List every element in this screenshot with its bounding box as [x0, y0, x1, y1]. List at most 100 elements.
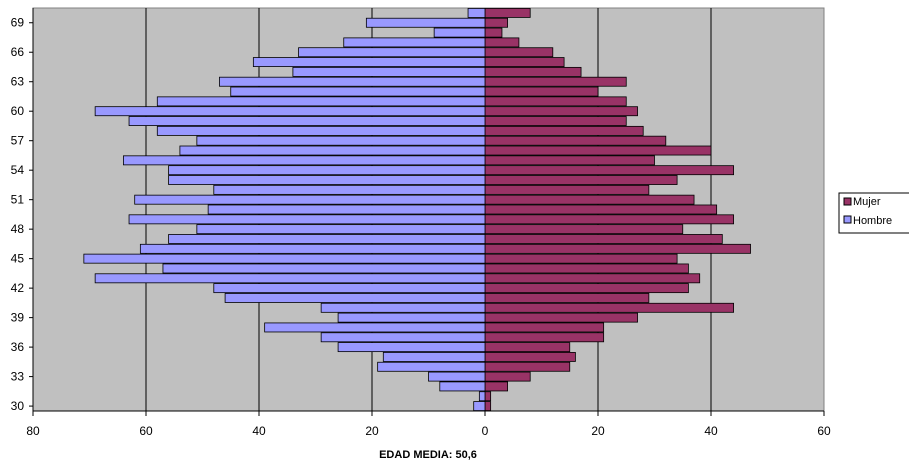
bar-hombre-45 [83, 253, 486, 264]
bar-hombre-35 [382, 352, 486, 362]
bar-hombre-67 [343, 37, 486, 48]
bar-hombre-32 [439, 381, 486, 392]
bar-hombre-57 [196, 135, 486, 146]
bar-hombre-52 [213, 184, 486, 195]
bar-mujer-64 [484, 66, 582, 77]
bar-mujer-62 [484, 86, 599, 97]
bar-mujer-51 [484, 194, 695, 205]
x-tick-label: 40 [704, 424, 718, 438]
bar-mujer-63 [484, 76, 627, 87]
y-tick-label: 30 [11, 399, 25, 413]
bar-hombre-34 [377, 361, 486, 372]
bar-mujer-46 [484, 243, 751, 254]
bar-hombre-48 [196, 224, 486, 235]
bar-hombre-68 [433, 27, 486, 38]
bar-mujer-67 [484, 37, 520, 48]
x-tick-label: 60 [139, 424, 153, 438]
bar-hombre-55 [123, 155, 486, 166]
bar-mujer-69 [484, 17, 509, 28]
bar-hombre-58 [156, 125, 486, 136]
x-tick-label: 60 [817, 424, 831, 438]
bar-hombre-56 [179, 145, 486, 156]
bar-hombre-31 [478, 391, 486, 402]
y-tick-label: 60 [11, 104, 25, 118]
bar-hombre-41 [224, 293, 486, 303]
bar-mujer-38 [484, 322, 605, 333]
y-tick-label: 36 [11, 340, 25, 354]
bar-mujer-52 [484, 184, 650, 195]
bar-hombre-59 [128, 116, 486, 126]
bar-hombre-61 [156, 96, 486, 107]
y-tick-label: 57 [11, 134, 25, 148]
y-tick-label: 45 [11, 252, 25, 266]
x-tick-label: 40 [252, 424, 266, 438]
bar-hombre-38 [264, 322, 486, 333]
bar-hombre-62 [230, 86, 486, 97]
bar-mujer-47 [484, 234, 723, 244]
legend-label-hombre: Hombre [853, 215, 892, 227]
y-tick-label: 51 [11, 193, 25, 207]
bar-mujer-58 [484, 125, 644, 136]
y-tick-label: 66 [11, 45, 25, 59]
x-tick-label: 80 [26, 424, 40, 438]
bar-mujer-42 [484, 283, 689, 294]
y-tick-label: 54 [11, 163, 25, 177]
bar-hombre-30 [473, 401, 486, 412]
bar-mujer-59 [484, 116, 627, 126]
bar-hombre-60 [94, 106, 486, 117]
bar-mujer-30 [484, 401, 492, 412]
x-tick-label: 20 [591, 424, 605, 438]
legend-swatch-hombre [843, 215, 852, 224]
bar-hombre-49 [128, 214, 486, 225]
bar-mujer-61 [484, 96, 627, 107]
bar-hombre-37 [320, 332, 486, 343]
tick-labels: 80 60 40 20 0 20 40 60 30 33 36 39 42 45 48 51 54 57 60 63 6… [11, 16, 831, 438]
y-tick-label: 33 [11, 370, 25, 384]
bar-mujer-32 [484, 381, 509, 392]
bar-mujer-57 [484, 135, 667, 146]
bar-hombre-42 [213, 283, 486, 294]
bar-mujer-60 [484, 106, 638, 117]
bar-mujer-31 [484, 391, 492, 402]
y-tick-label: 69 [11, 16, 25, 30]
bar-mujer-49 [484, 214, 735, 225]
bar-mujer-48 [484, 224, 684, 235]
bar-hombre-69 [365, 17, 486, 28]
bar-mujer-34 [484, 361, 571, 372]
y-tick-label: 42 [11, 281, 25, 295]
bar-mujer-56 [484, 145, 712, 156]
bars [83, 7, 751, 412]
x-axis-label: EDAD MEDIA: 50,6 [379, 449, 477, 461]
bar-mujer-50 [484, 204, 718, 215]
bar-hombre-44 [162, 263, 486, 274]
bar-mujer-36 [484, 342, 571, 353]
bar-mujer-39 [484, 312, 638, 323]
axes [29, 8, 825, 416]
bar-hombre-33 [428, 371, 486, 382]
bar-hombre-50 [207, 204, 486, 215]
bar-hombre-43 [94, 273, 486, 284]
bar-hombre-54 [168, 165, 486, 176]
bar-hombre-46 [139, 243, 486, 254]
bar-hombre-66 [298, 47, 486, 58]
bar-mujer-68 [484, 27, 503, 38]
bar-mujer-43 [484, 273, 701, 284]
bar-hombre-70 [467, 7, 486, 18]
bar-hombre-40 [320, 302, 486, 313]
bar-hombre-65 [252, 57, 486, 67]
bar-mujer-40 [484, 302, 735, 313]
bar-mujer-70 [484, 7, 531, 18]
bar-hombre-47 [168, 234, 486, 244]
x-tick-label: 20 [365, 424, 379, 438]
y-tick-label: 63 [11, 75, 25, 89]
bar-mujer-41 [484, 293, 650, 303]
bar-mujer-55 [484, 155, 655, 166]
bar-hombre-36 [337, 342, 486, 353]
legend-label-mujer: Mujer [853, 196, 881, 208]
bar-mujer-65 [484, 57, 565, 67]
bar-mujer-33 [484, 371, 531, 382]
y-tick-label: 48 [11, 222, 25, 236]
bar-mujer-53 [484, 175, 678, 185]
bar-mujer-35 [484, 352, 576, 362]
